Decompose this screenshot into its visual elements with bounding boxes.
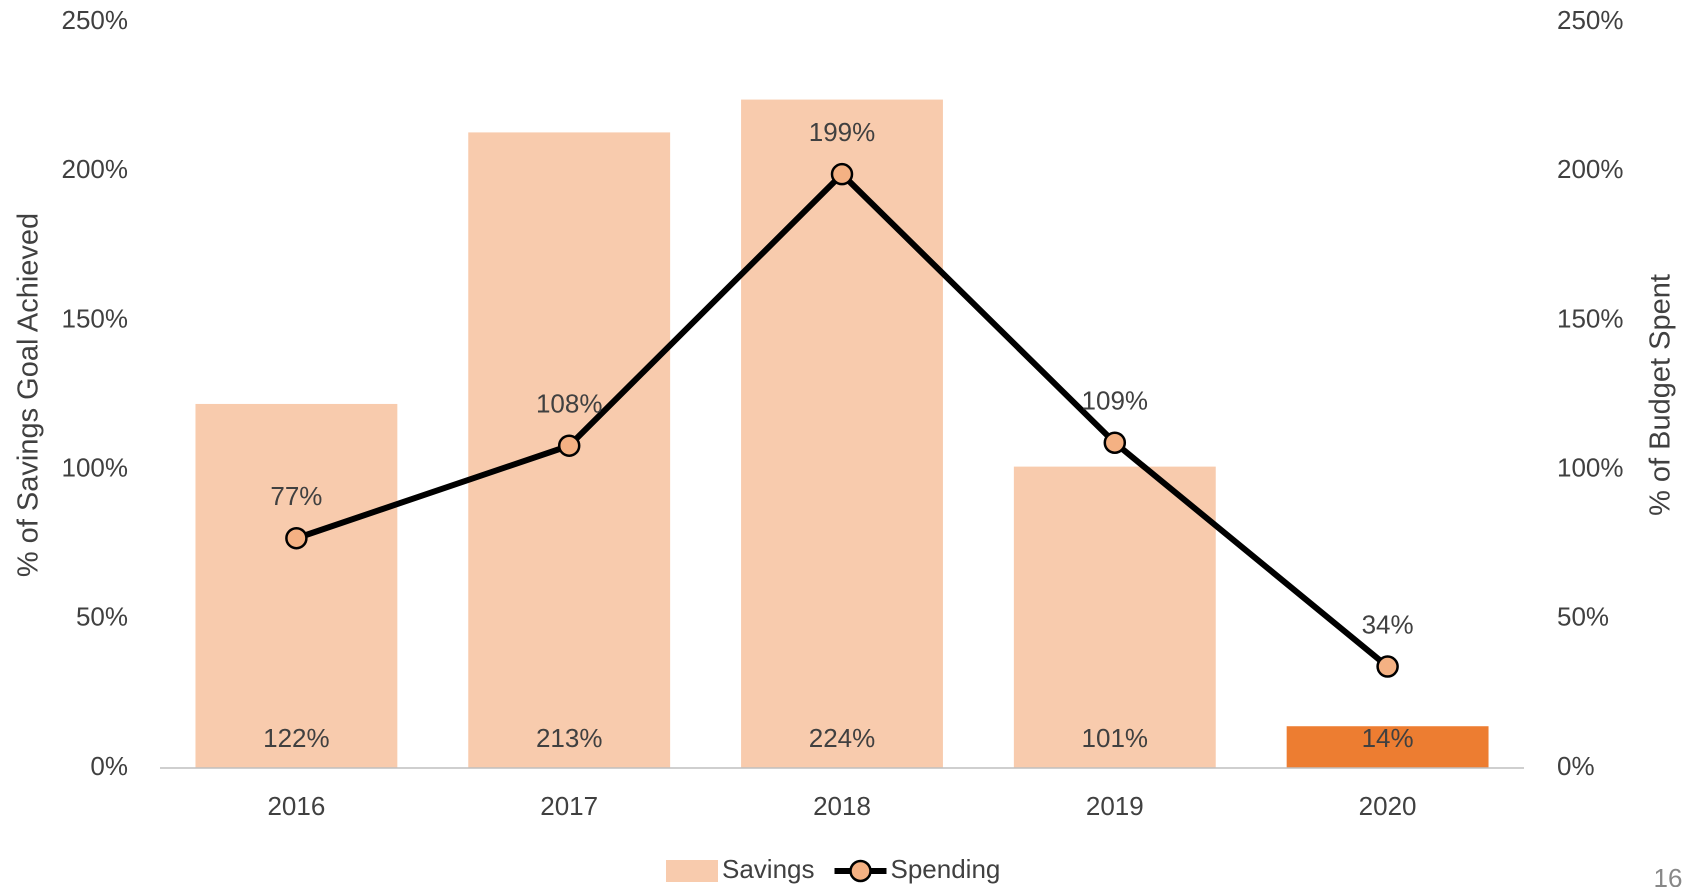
y-axis-label: % of Savings Goal Achieved xyxy=(13,213,45,577)
legend-swatch xyxy=(666,860,718,882)
line-value-label: 199% xyxy=(809,117,876,147)
y-tick-label: 0% xyxy=(90,751,128,781)
x-tick-label: 2016 xyxy=(267,791,325,821)
bar-value-label: 14% xyxy=(1362,723,1414,753)
y-tick-label: 250% xyxy=(62,5,129,35)
page-number: 16 xyxy=(1654,863,1683,887)
x-tick-label: 2019 xyxy=(1086,791,1144,821)
y2-tick-label: 100% xyxy=(1557,452,1624,482)
line-marker xyxy=(285,526,308,550)
legend-marker xyxy=(849,859,872,883)
y2-tick-label: 250% xyxy=(1557,5,1624,35)
y2-tick-label: 0% xyxy=(1557,751,1595,781)
line-value-label: 34% xyxy=(1362,609,1414,639)
y2-tick-label: 200% xyxy=(1557,154,1624,184)
line-value-label: 108% xyxy=(536,389,603,419)
y-tick-label: 150% xyxy=(62,303,129,333)
bar xyxy=(195,403,398,768)
bar-value-label: 213% xyxy=(536,723,603,753)
line-value-label: 109% xyxy=(1082,386,1149,416)
bar xyxy=(741,99,943,769)
legend-label: Spending xyxy=(891,854,1001,884)
y2-axis-label: % of Budget Spent xyxy=(1645,274,1677,516)
x-tick-label: 2018 xyxy=(813,791,871,821)
y2-tick-label: 50% xyxy=(1557,602,1609,632)
y2-tick-label: 150% xyxy=(1557,303,1624,333)
y-tick-label: 100% xyxy=(62,452,129,482)
bar-value-label: 122% xyxy=(263,723,330,753)
y-tick-label: 50% xyxy=(76,602,128,632)
line-marker xyxy=(830,162,854,186)
y-tick-label: 200% xyxy=(62,154,129,184)
bar-value-label: 101% xyxy=(1082,723,1149,753)
line-marker xyxy=(557,434,581,457)
x-tick-label: 2017 xyxy=(540,791,598,821)
bar xyxy=(1013,466,1216,768)
line-marker xyxy=(1103,431,1127,454)
line-value-label: 77% xyxy=(270,481,322,511)
line-marker xyxy=(1376,655,1399,678)
x-tick-label: 2020 xyxy=(1359,791,1417,821)
legend-label: Savings xyxy=(722,854,815,884)
bar xyxy=(1286,726,1489,768)
bar-value-label: 224% xyxy=(809,723,876,753)
